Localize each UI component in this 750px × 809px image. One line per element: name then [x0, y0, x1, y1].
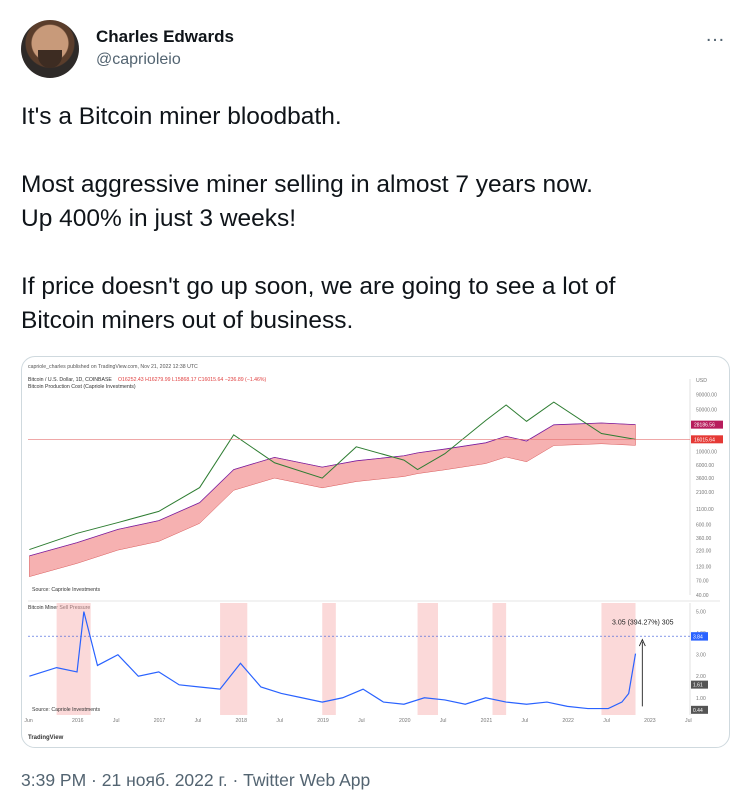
- chart-svg: capriole_charles published on TradingVie…: [24, 364, 723, 741]
- author-avatar[interactable]: [21, 20, 79, 78]
- tweet-line: It's a Bitcoin miner bloodbath.: [21, 103, 342, 130]
- time-axis-label: 2018: [235, 718, 247, 724]
- price-label-box: [691, 420, 723, 429]
- tweet-line: Up 400% in just 3 weeks!: [21, 205, 297, 232]
- avatar-beard: [38, 50, 62, 68]
- time-axis-label: Jul: [603, 718, 610, 724]
- indicator-source-label: Source: Capriole Investments: [32, 707, 100, 713]
- price-tick-label: 40.00: [696, 593, 709, 599]
- time-axis-label: 2020: [399, 718, 411, 724]
- value-label-box: [691, 680, 708, 689]
- price-tick-label: 90000.00: [696, 392, 717, 398]
- time-axis-label: Jun: [24, 718, 32, 724]
- sell-pressure-window: [601, 603, 636, 715]
- time-axis-label: Jul: [113, 718, 120, 724]
- price-line: [29, 401, 636, 551]
- more-options-icon[interactable]: …: [705, 24, 726, 46]
- price-tick-label: 600.00: [696, 523, 712, 529]
- price-label: 28186.56: [694, 423, 715, 429]
- price-tick-label: 220.00: [696, 549, 712, 555]
- value-tick-label: 5.00: [696, 610, 706, 616]
- price-tick-label: 1100.00: [696, 507, 714, 513]
- chart-indicator-title: Bitcoin Production Cost (Capriole Invest…: [28, 384, 136, 390]
- chart-ohlc: O16252.43 H16279.99 L15868.17 C16015.64 …: [118, 377, 267, 383]
- author-handle[interactable]: @caprioleio: [96, 51, 181, 68]
- time-axis-label: 2017: [154, 718, 166, 724]
- time-axis-label: 2021: [481, 718, 493, 724]
- price-tick-label: 6000.00: [696, 463, 714, 469]
- chart-symbol: Bitcoin / U.S. Dollar, 1D, COINBASE: [28, 377, 112, 383]
- sell-pressure-window: [322, 603, 336, 715]
- value-tick-label: 2.00: [696, 674, 706, 680]
- time-axis-label: Jul: [358, 718, 365, 724]
- time-axis-label: Jul: [276, 718, 283, 724]
- price-tick-label: 50000.00: [696, 408, 717, 414]
- tweet-source-app[interactable]: Twitter Web App: [243, 770, 371, 790]
- time-axis-label: 2016: [72, 718, 84, 724]
- value-tick-label: 1.00: [696, 696, 706, 702]
- tweet-line: Bitcoin miners out of business.: [21, 307, 354, 334]
- footer-separator: ·: [86, 770, 102, 790]
- tweet-line: If price doesn't go up soon, we are goin…: [21, 273, 616, 300]
- value-label-box: [691, 632, 708, 641]
- value-tick-label: 3.00: [696, 653, 706, 659]
- tweet-media-chart[interactable]: capriole_charles published on TradingVie…: [21, 356, 730, 748]
- sell-pressure-window: [56, 603, 91, 715]
- price-tick-label: 360.00: [696, 536, 712, 542]
- sell-pressure-window: [220, 603, 248, 715]
- time-axis-label: 2019: [317, 718, 329, 724]
- time-axis-label: Jul: [440, 718, 447, 724]
- annotation-arrowhead: [638, 638, 646, 647]
- tweet-time[interactable]: 3:39 PM: [21, 770, 87, 790]
- time-axis-label: 2022: [562, 718, 574, 724]
- production-cost-band: [29, 422, 636, 577]
- tradingview-logo: TradingView: [28, 735, 64, 741]
- sell-pressure-window: [492, 603, 507, 715]
- tweet-line: Most aggressive miner selling in almost …: [21, 171, 593, 198]
- price-tick-label: 120.00: [696, 564, 712, 570]
- value-label: 1.61: [693, 683, 703, 689]
- price-tick-label: 70.00: [696, 578, 709, 584]
- price-label-box: [691, 435, 723, 444]
- price-tick-label: 2100.00: [696, 490, 714, 496]
- sell-pressure-window: [417, 603, 439, 715]
- chart-annotation: 3.05 (394.27%) 305: [612, 620, 674, 627]
- production-cost-line: [29, 422, 636, 557]
- price-tick-label: 3600.00: [696, 476, 714, 482]
- chart-source-label: Source: Capriole Investments: [32, 587, 100, 593]
- price-label: 16015.64: [694, 437, 715, 443]
- time-axis-label: Jul: [195, 718, 202, 724]
- price-tick-label: 10000.00: [696, 450, 717, 456]
- tweet-footer: 3:39 PM · 21 нояб. 2022 г. · Twitter Web…: [21, 770, 370, 791]
- tweet-date[interactable]: 21 нояб. 2022 г.: [101, 770, 228, 790]
- time-axis-label: Jul: [685, 718, 692, 724]
- author-name[interactable]: Charles Edwards: [96, 27, 234, 46]
- value-label-box: [691, 705, 708, 714]
- footer-separator: ·: [227, 770, 244, 790]
- time-axis-label: 2023: [644, 718, 656, 724]
- miner-sell-pressure-line: [29, 611, 637, 710]
- tweet-text: It's a Bitcoin miner bloodbath. Most agg…: [21, 100, 731, 338]
- price-axis-unit: USD: [696, 378, 707, 384]
- value-label: 0.44: [693, 708, 703, 714]
- chart-published-note: capriole_charles published on TradingVie…: [28, 364, 198, 370]
- time-axis-label: Jul: [522, 718, 529, 724]
- value-label: 3.84: [693, 635, 703, 641]
